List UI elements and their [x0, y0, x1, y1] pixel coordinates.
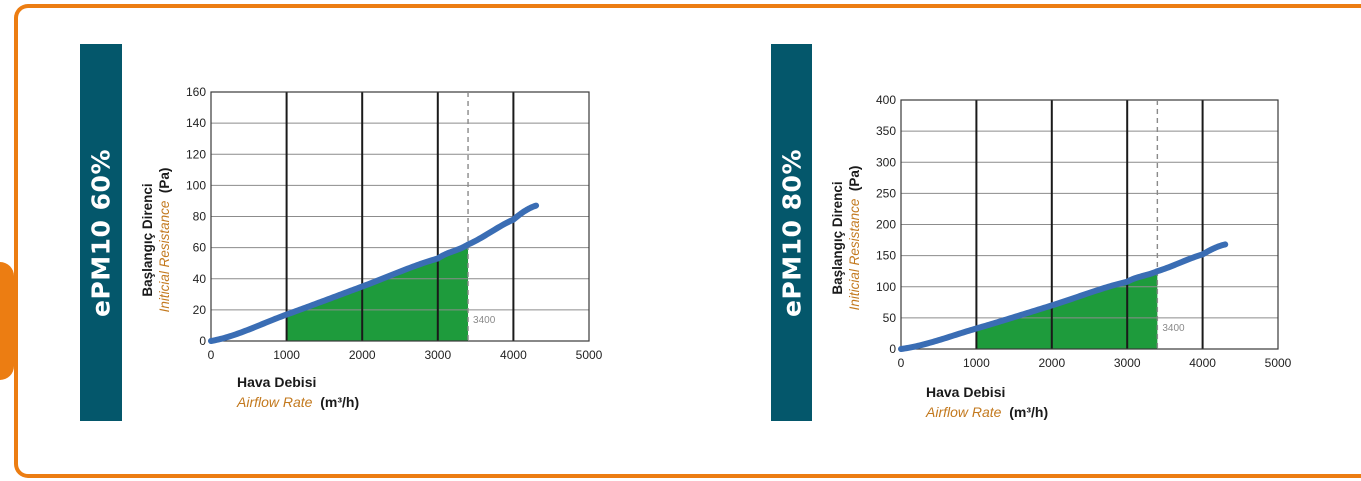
chart-2-x-axis-label: Hava Debisi Airflow Rate (m³/h): [926, 382, 1048, 422]
chart-2-x-tick-label: 1000: [963, 356, 990, 370]
chart-2-y-tick-label: 350: [876, 124, 896, 138]
chart-1-shaded-area: [286, 244, 469, 341]
chart-1-x-tick-label: 3000: [424, 348, 451, 362]
chart-1-title-banner: ePM10 60%: [80, 44, 122, 421]
chart-1-y-tick-label: 20: [193, 303, 207, 317]
chart-1-ylabel-en: Initicial Resistance: [157, 200, 172, 313]
chart-1-y-tick-label: 140: [186, 116, 206, 130]
chart-1-title: ePM10 60%: [86, 148, 116, 317]
chart-2-x-unit: (m³/h): [1009, 404, 1049, 420]
chart-2-y-tick-label: 100: [876, 280, 896, 294]
orange-side-tab: [0, 262, 14, 380]
chart-2-xlabel-tr: Hava Debisi: [926, 384, 1006, 400]
chart-1-y-tick-label: 0: [199, 334, 206, 348]
chart-2-y-tick-label: 250: [876, 186, 896, 200]
chart-1-plot-frame: [210, 91, 590, 342]
chart-1-x-tick-label: 1000: [273, 348, 300, 362]
chart-2-x-tick-label: 3000: [1114, 356, 1141, 370]
chart-1-ylabel-tr: Başlangıç Direnci: [140, 183, 155, 297]
chart-2-y-unit: (Pa): [847, 165, 862, 192]
chart-1-x-unit: (m³/h): [320, 394, 360, 410]
chart-2-y-tick-label: 50: [883, 311, 897, 325]
chart-2-title-banner: ePM10 80%: [771, 44, 812, 421]
chart-2-x-tick-label: 4000: [1189, 356, 1216, 370]
chart-2-x-tick-label: 5000: [1265, 356, 1292, 370]
chart-2-ylabel-en: Initicial Resistance: [847, 198, 862, 311]
chart-1-plot: 3400 0 20 40 60 80 100 120 140 160 0 1000 2000 3000 40…: [186, 85, 603, 362]
chart-2-y-tick-label: 300: [876, 155, 896, 169]
orange-frame: [14, 4, 1361, 478]
chart-1-y-tick-label: 60: [193, 241, 207, 255]
chart-2-series-line: [898, 241, 1229, 352]
chart-2-y-tick-label: 0: [889, 342, 896, 356]
chart-1-xlabel-tr: Hava Debisi: [237, 374, 317, 390]
chart-1-y-tick-label: 100: [186, 178, 206, 192]
chart-1-y-tick-label: 160: [186, 85, 206, 99]
chart-2-x-tick-label: 2000: [1038, 356, 1065, 370]
chart-2-y-tick-label: 150: [876, 249, 896, 263]
chart-2-shaded-area: [976, 271, 1158, 349]
chart-1-x-tick-label: 0: [208, 348, 215, 362]
chart-1-xlabel-en: Airflow Rate: [237, 394, 313, 410]
chart-1-y-tick-label: 40: [193, 272, 207, 286]
chart-1-x-tick-label: 5000: [576, 348, 603, 362]
chart-1-x-tick-label: 4000: [500, 348, 527, 362]
chart-2-y-tick-label: 200: [876, 218, 896, 232]
chart-1-x-tick-label: 2000: [349, 348, 376, 362]
chart-2-marker-label: 3400: [1162, 323, 1185, 334]
chart-2-y-tick-label: 400: [876, 93, 896, 107]
chart-1-x-axis-label: Hava Debisi Airflow Rate (m³/h): [237, 372, 359, 412]
chart-2-xlabel-en: Airflow Rate: [926, 404, 1002, 420]
chart-2-x-tick-label: 0: [898, 356, 905, 370]
chart-1-marker-label: 3400: [473, 315, 496, 326]
chart-1-y-tick-label: 80: [193, 210, 207, 224]
chart-1-y-unit: (Pa): [157, 167, 172, 194]
chart-1-y-tick-label: 120: [186, 147, 206, 161]
chart-2-ylabel-tr: Başlangıç Direnci: [830, 181, 845, 295]
chart-2-y-axis-label: Başlangıç Direnci Initicial Resistance (…: [829, 166, 863, 311]
chart-2-plot-frame: [900, 99, 1279, 350]
chart-2-title: ePM10 80%: [777, 148, 806, 317]
chart-1-y-axis-label: Başlangıç Direnci Initicial Resistance (…: [139, 168, 173, 313]
chart-1-series-line: [208, 202, 540, 344]
